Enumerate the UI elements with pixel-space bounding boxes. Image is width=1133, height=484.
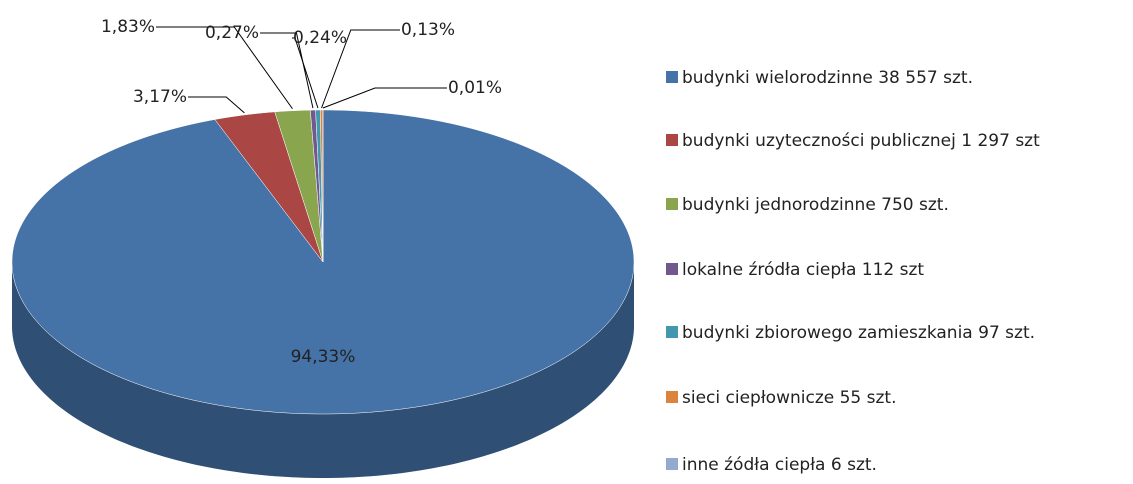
- legend-item: budynki uzyteczności publicznej 1 297 sz…: [666, 129, 1126, 153]
- legend-swatch: [666, 263, 678, 275]
- legend-label: sieci ciepłownicze 55 szt.: [682, 388, 897, 408]
- data-label: 0,01%: [448, 78, 502, 98]
- side-shade: [12, 262, 634, 478]
- slice: [274, 109, 324, 263]
- legend-label: budynki zbiorowego zamieszkania 97 szt.: [682, 323, 1036, 343]
- legend-label: inne źódła ciepła 6 szt.: [682, 455, 877, 475]
- data-label: 0,27%: [205, 23, 259, 43]
- legend-item: lokalne źródła ciepła 112 szt: [666, 258, 1126, 282]
- leader-line: [322, 87, 447, 109]
- legend-item: sieci ciepłownicze 55 szt.: [666, 386, 1126, 410]
- legend-swatch: [666, 134, 678, 146]
- slice-side: [12, 262, 634, 478]
- data-label: 0,13%: [401, 20, 455, 40]
- legend-swatch: [666, 458, 678, 470]
- legend-label: budynki uzyteczności publicznej 1 297 sz…: [682, 131, 1040, 151]
- leader-line: [321, 29, 400, 109]
- legend-swatch: [666, 71, 678, 83]
- legend-label: budynki wielorodzinne 38 557 szt.: [682, 68, 973, 88]
- leader-line: [292, 37, 319, 109]
- legend-item: budynki zbiorowego zamieszkania 97 szt.: [666, 321, 1126, 345]
- legend-label: lokalne źródła ciepła 112 szt: [682, 260, 925, 280]
- legend-swatch: [666, 326, 678, 338]
- legend-item: budynki wielorodzinne 38 557 szt.: [666, 66, 1126, 90]
- data-label: 3,17%: [133, 87, 187, 107]
- data-label: 0,24%: [293, 28, 347, 48]
- legend-swatch: [666, 391, 678, 403]
- leader-line: [260, 32, 314, 109]
- legend-item: budynki jednorodzinne 750 szt.: [666, 193, 1126, 217]
- leader-line: [156, 26, 293, 110]
- data-label: 1,83%: [101, 17, 155, 37]
- legend-swatch: [666, 198, 678, 210]
- leader-line: [188, 96, 245, 114]
- chart: 94,33% 3,17% 1,83% 0,27% 0,24% 0,13% 0,01%: [11, 17, 635, 478]
- slice: [214, 111, 324, 263]
- legend-item: inne źódła ciepła 6 szt.: [666, 453, 1126, 477]
- data-label: 94,33%: [291, 347, 356, 367]
- legend-label: budynki jednorodzinne 750 szt.: [682, 195, 949, 215]
